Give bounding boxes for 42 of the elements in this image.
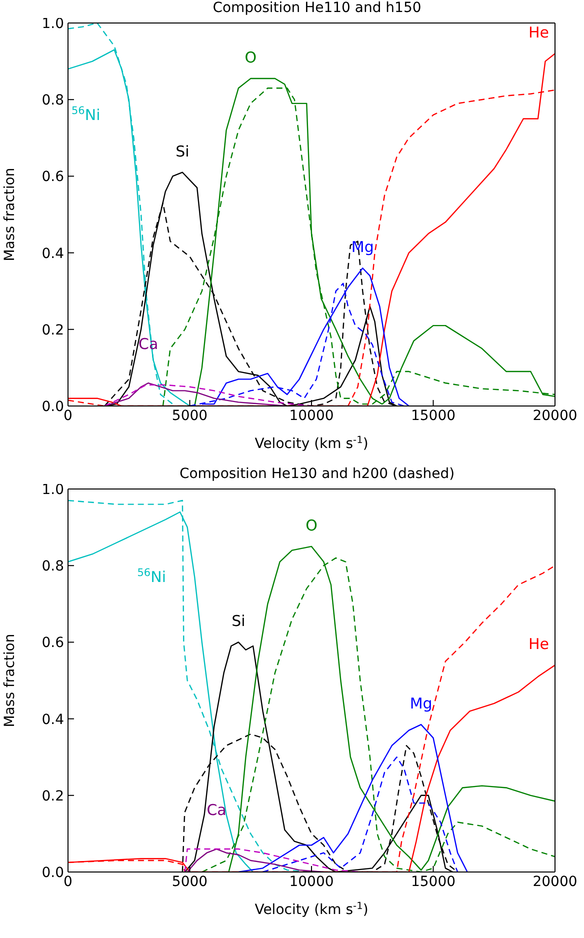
x-tick-label: 15000	[410, 408, 456, 424]
y-tick-label: 0.8	[42, 92, 64, 109]
series-label: O	[244, 48, 257, 67]
y-tick-label: 0.0	[42, 864, 64, 881]
line-series	[238, 724, 468, 872]
line-series	[184, 848, 361, 872]
x-tick-label: 0	[64, 408, 72, 424]
series-label: Mg	[351, 238, 374, 256]
series-label: O	[306, 516, 318, 534]
chart-title: Composition He110 and h150	[212, 0, 422, 16]
series-label: Mg	[410, 694, 432, 713]
x-tick-label: 15000	[410, 874, 456, 890]
x-tick-label: 10000	[289, 408, 334, 424]
y-tick-label: 0.2	[42, 788, 64, 804]
line-series	[262, 756, 458, 872]
series-label: $^{56}$Ni	[137, 566, 166, 586]
x-tick-label: 5000	[172, 874, 208, 890]
y-axis-title: Mass fraction	[2, 634, 18, 728]
x-axis-title: Velocity (km s$^{-1}$)	[254, 900, 368, 918]
y-tick-label: 0.8	[42, 558, 64, 575]
line-series	[186, 848, 324, 872]
x-tick-label: 20000	[532, 874, 578, 890]
series-label: He	[528, 635, 549, 654]
x-tick-label: 20000	[532, 408, 578, 424]
line-series	[104, 384, 312, 406]
series-label: Si	[232, 612, 246, 630]
series-label: $^{56}$Ni	[72, 104, 100, 124]
y-tick-label: 0.4	[42, 246, 64, 262]
x-tick-label: 5000	[172, 408, 208, 424]
y-tick-label: 0.4	[42, 712, 64, 728]
x-tick-label: 0	[64, 874, 72, 890]
y-axis-title: Mass fraction	[2, 168, 18, 262]
y-tick-label: 0.6	[42, 635, 64, 652]
y-tick-label: 0.2	[42, 322, 64, 338]
x-tick-label: 10000	[289, 874, 334, 890]
text: Ca	[206, 801, 226, 820]
chart-title: Composition He130 and h200 (dashed)	[179, 466, 455, 482]
y-tick-label: 0.0	[42, 398, 64, 415]
series-label: Si	[176, 142, 190, 160]
series-label: He	[528, 24, 549, 42]
x-axis-title: Velocity (km s$^{-1}$)	[254, 434, 368, 452]
y-tick-label: 0.6	[42, 169, 64, 186]
